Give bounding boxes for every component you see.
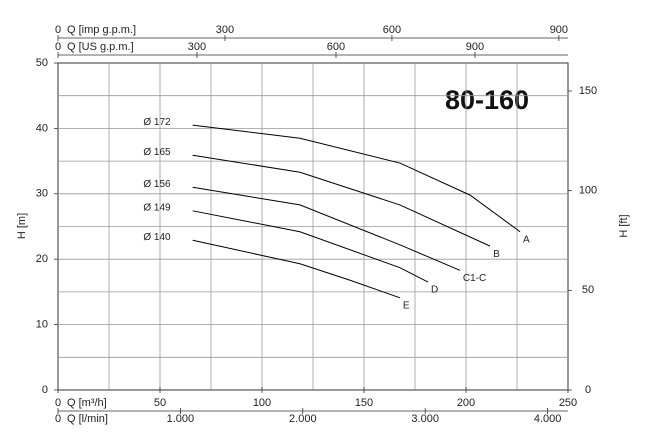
y-tick-label: 40 bbox=[36, 122, 48, 134]
y2-tick-label: 150 bbox=[579, 85, 597, 97]
y2-axis-label: H [ft] bbox=[618, 214, 630, 237]
y-tick-label: 10 bbox=[36, 319, 48, 331]
x-tick-label: 2.000 bbox=[289, 413, 317, 425]
x-tick-label: 0 bbox=[55, 41, 61, 53]
x-axis-label: Q [m³/h] bbox=[67, 397, 107, 409]
x-tick-label: 250 bbox=[559, 397, 577, 409]
x-axis-label: Q [US g.p.m.] bbox=[67, 41, 134, 53]
curve-label: Ø 172 bbox=[143, 117, 171, 128]
x-tick-label: 0 bbox=[55, 397, 61, 409]
y-tick-label: 20 bbox=[36, 253, 48, 265]
curve bbox=[192, 239, 401, 299]
curve bbox=[192, 124, 521, 233]
curve-end-label: E bbox=[403, 300, 410, 311]
x-tick-label: 0 bbox=[55, 24, 61, 36]
y-axis-label: H [m] bbox=[16, 213, 28, 239]
x-tick-label: 600 bbox=[383, 24, 401, 36]
x-tick-label: 900 bbox=[550, 24, 568, 36]
x-axis-label: Q [l/min] bbox=[67, 413, 108, 425]
x-tick-label: 1.000 bbox=[167, 413, 195, 425]
x-tick-label: 300 bbox=[216, 24, 234, 36]
curve-label: Ø 165 bbox=[143, 147, 171, 158]
curve bbox=[192, 210, 429, 283]
x-tick-label: 600 bbox=[327, 41, 345, 53]
x-tick-label: 0 bbox=[55, 413, 61, 425]
x-axis-label: Q [imp g.p.m.] bbox=[67, 24, 136, 36]
curve-label: Ø 140 bbox=[143, 232, 171, 243]
curve-label: Ø 156 bbox=[143, 179, 171, 190]
x-tick-label: 300 bbox=[188, 41, 206, 53]
x-tick-label: 900 bbox=[466, 41, 484, 53]
y-tick-label: 50 bbox=[36, 57, 48, 69]
x-tick-label: 50 bbox=[154, 397, 166, 409]
y2-tick-label: 0 bbox=[585, 384, 591, 396]
chart-title: 80-160 bbox=[445, 85, 529, 115]
curve-end-label: A bbox=[523, 234, 530, 245]
x-tick-label: 150 bbox=[355, 397, 373, 409]
curve-label: Ø 149 bbox=[143, 202, 171, 213]
curve bbox=[192, 154, 491, 247]
curve bbox=[192, 186, 461, 271]
x-tick-label: 3.000 bbox=[411, 413, 439, 425]
y2-tick-label: 50 bbox=[582, 284, 594, 296]
curve-end-label: B bbox=[493, 249, 500, 260]
y-tick-label: 0 bbox=[42, 384, 48, 396]
x-tick-label: 4.000 bbox=[534, 413, 562, 425]
curve-end-label: D bbox=[431, 285, 438, 296]
y-tick-label: 30 bbox=[36, 188, 48, 200]
x-tick-label: 200 bbox=[457, 397, 475, 409]
y2-tick-label: 100 bbox=[579, 185, 597, 197]
x-tick-label: 100 bbox=[253, 397, 271, 409]
curve-end-label: C1-C bbox=[463, 273, 486, 284]
